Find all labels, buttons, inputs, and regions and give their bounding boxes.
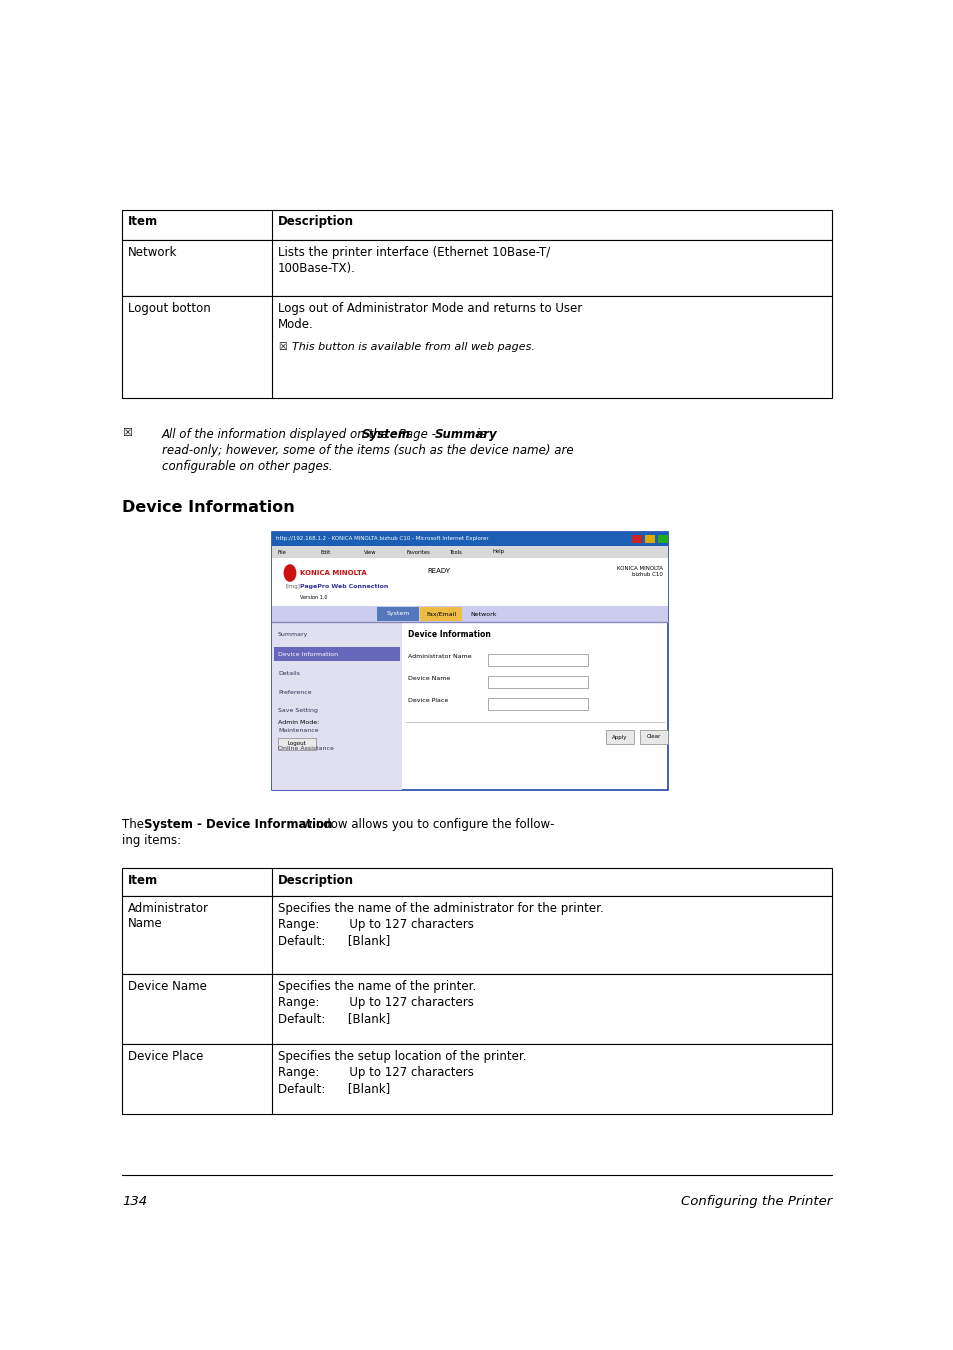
Text: Apply: Apply xyxy=(612,734,627,740)
Text: Online Assistance: Online Assistance xyxy=(277,747,334,752)
Text: Preference: Preference xyxy=(277,690,312,694)
Text: Device Name: Device Name xyxy=(128,980,207,994)
Text: Device Name: Device Name xyxy=(408,676,450,680)
Bar xyxy=(272,622,401,790)
FancyBboxPatch shape xyxy=(277,738,315,751)
Text: Edit: Edit xyxy=(320,549,331,555)
Text: Maintenance: Maintenance xyxy=(277,728,318,733)
Text: Logs out of Administrator Mode and returns to User: Logs out of Administrator Mode and retur… xyxy=(277,302,581,315)
Text: Default:      [Blank]: Default: [Blank] xyxy=(277,1081,390,1095)
Text: Range:        Up to 127 characters: Range: Up to 127 characters xyxy=(277,918,474,932)
Bar xyxy=(122,973,831,1044)
Text: Default:      [Blank]: Default: [Blank] xyxy=(277,934,390,946)
Text: Item: Item xyxy=(128,215,158,228)
Text: Page -: Page - xyxy=(395,428,439,441)
Text: Logout: Logout xyxy=(287,741,306,747)
Bar xyxy=(272,558,667,606)
Text: Mode.: Mode. xyxy=(277,319,314,331)
Text: Specifies the name of the printer.: Specifies the name of the printer. xyxy=(277,980,476,994)
Bar xyxy=(272,532,667,545)
Text: System: System xyxy=(386,612,409,617)
Text: KONICA MINOLTA: KONICA MINOLTA xyxy=(299,570,366,576)
Text: View: View xyxy=(364,549,376,555)
Text: Save Setting: Save Setting xyxy=(277,709,317,714)
Text: 100Base-TX).: 100Base-TX). xyxy=(277,262,355,275)
Text: Logout botton: Logout botton xyxy=(128,302,211,315)
Text: 134: 134 xyxy=(122,1195,147,1208)
Bar xyxy=(488,676,587,688)
Text: Device Place: Device Place xyxy=(408,698,448,703)
FancyBboxPatch shape xyxy=(605,730,634,744)
Text: Help: Help xyxy=(493,549,504,555)
Bar xyxy=(488,653,587,666)
Text: Details: Details xyxy=(277,671,299,675)
Text: File: File xyxy=(277,549,287,555)
Bar xyxy=(272,532,667,790)
Bar xyxy=(376,608,418,621)
Bar xyxy=(122,240,831,296)
Text: Summary: Summary xyxy=(277,633,308,637)
Text: The: The xyxy=(122,818,148,832)
Text: ing items:: ing items: xyxy=(122,834,181,846)
Text: Specifies the name of the administrator for the printer.: Specifies the name of the administrator … xyxy=(277,902,603,915)
Bar xyxy=(419,608,461,621)
Text: Item: Item xyxy=(128,873,158,887)
FancyBboxPatch shape xyxy=(639,730,667,744)
Bar xyxy=(488,698,587,710)
Text: System: System xyxy=(361,428,411,441)
Bar xyxy=(122,868,831,896)
Circle shape xyxy=(284,564,295,580)
Text: Summary: Summary xyxy=(435,428,497,441)
Text: Tools: Tools xyxy=(450,549,462,555)
Text: Description: Description xyxy=(277,873,354,887)
Text: http://192.168.1.2 - KONICA MINOLTA bizhub C10 - Microsoft Internet Explorer: http://192.168.1.2 - KONICA MINOLTA bizh… xyxy=(275,536,488,541)
Text: Range:        Up to 127 characters: Range: Up to 127 characters xyxy=(277,1066,474,1079)
Bar xyxy=(462,608,504,621)
Bar xyxy=(122,896,831,973)
Text: Favorites: Favorites xyxy=(407,549,431,555)
Bar xyxy=(644,535,655,543)
Text: Administrator
Name: Administrator Name xyxy=(128,902,209,930)
Text: This button is available from all web pages.: This button is available from all web pa… xyxy=(292,342,535,352)
Text: Admin Mode:: Admin Mode: xyxy=(277,720,319,725)
Bar xyxy=(122,1044,831,1114)
Text: READY: READY xyxy=(427,568,450,574)
Text: Device Place: Device Place xyxy=(128,1050,203,1062)
Text: All of the information displayed on the: All of the information displayed on the xyxy=(162,428,393,441)
Text: Range:        Up to 127 characters: Range: Up to 127 characters xyxy=(277,996,474,1008)
Text: Administrator Name: Administrator Name xyxy=(408,653,471,659)
Text: Fax/Email: Fax/Email xyxy=(425,612,456,617)
Text: [img]: [img] xyxy=(286,585,300,589)
Bar xyxy=(631,535,641,543)
Text: ☒: ☒ xyxy=(277,342,287,352)
Text: Clear: Clear xyxy=(646,734,660,740)
Text: System - Device Information: System - Device Information xyxy=(144,818,333,832)
Text: Device Information: Device Information xyxy=(122,500,294,514)
Text: Device Information: Device Information xyxy=(408,630,491,639)
Bar xyxy=(122,211,831,240)
Text: Network: Network xyxy=(470,612,497,617)
Bar xyxy=(272,545,667,558)
Text: window allows you to configure the follow-: window allows you to configure the follo… xyxy=(298,818,554,832)
Bar xyxy=(658,535,667,543)
Text: KONICA MINOLTA
bizhub C10: KONICA MINOLTA bizhub C10 xyxy=(617,566,662,576)
Text: Lists the printer interface (Ethernet 10Base-T/: Lists the printer interface (Ethernet 10… xyxy=(277,246,550,259)
Text: is: is xyxy=(473,428,486,441)
Text: Default:      [Blank]: Default: [Blank] xyxy=(277,1012,390,1025)
Text: Description: Description xyxy=(277,215,354,228)
Text: Specifies the setup location of the printer.: Specifies the setup location of the prin… xyxy=(277,1050,526,1062)
Text: Device Information: Device Information xyxy=(277,652,337,656)
Text: configurable on other pages.: configurable on other pages. xyxy=(162,460,333,472)
Text: Network: Network xyxy=(128,246,177,259)
Bar xyxy=(122,296,831,398)
Bar xyxy=(272,606,667,622)
Text: ☒: ☒ xyxy=(122,428,132,437)
Text: Configuring the Printer: Configuring the Printer xyxy=(680,1195,831,1208)
Text: read-only; however, some of the items (such as the device name) are: read-only; however, some of the items (s… xyxy=(162,444,573,458)
Text: PagePro Web Connection: PagePro Web Connection xyxy=(299,585,388,589)
Text: Version 1.0: Version 1.0 xyxy=(299,595,327,599)
Bar xyxy=(274,647,399,662)
